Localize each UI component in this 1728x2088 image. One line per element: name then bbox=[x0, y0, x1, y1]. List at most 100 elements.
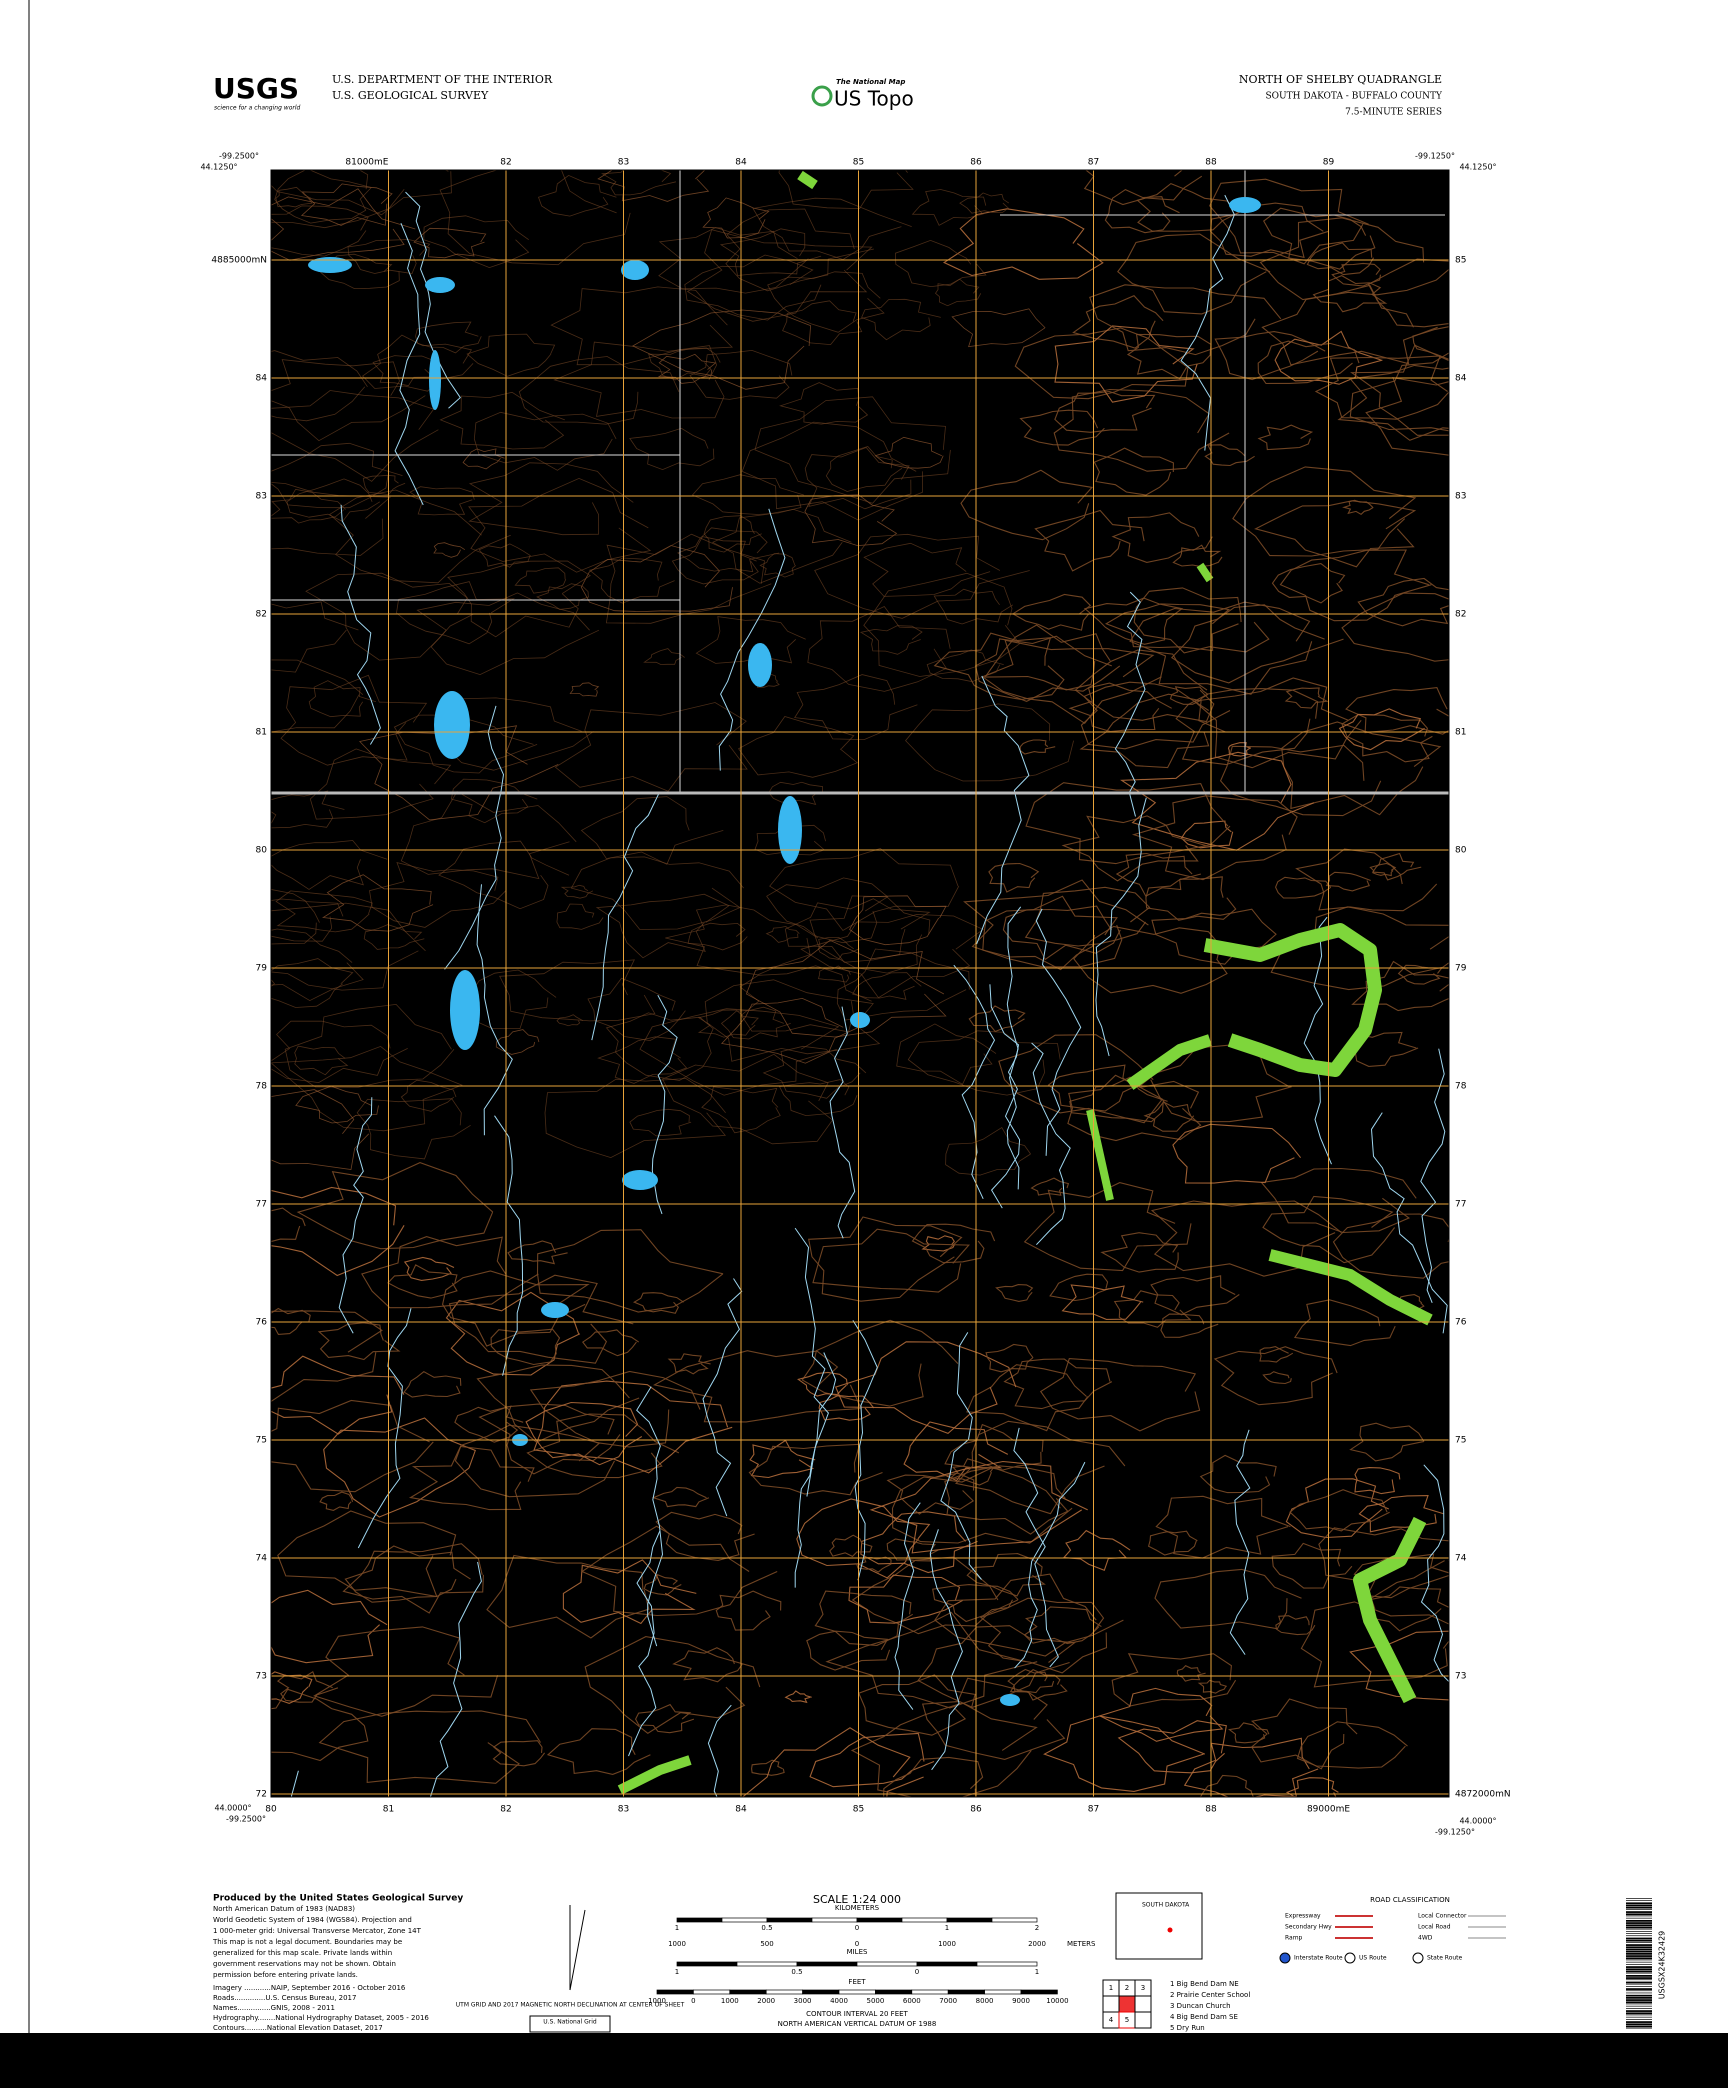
contour bbox=[686, 229, 873, 322]
barcode-bar bbox=[1626, 1926, 1652, 1929]
stream bbox=[989, 984, 1021, 1209]
contour bbox=[894, 239, 987, 288]
contour bbox=[363, 924, 425, 950]
contour bbox=[955, 1420, 1126, 1515]
label: 6000 bbox=[903, 1997, 921, 2005]
vegetation bbox=[1126, 1034, 1212, 1090]
contour bbox=[525, 1401, 643, 1466]
contour bbox=[1275, 876, 1332, 899]
barcode-bar bbox=[1626, 1964, 1652, 1965]
contour bbox=[1049, 1273, 1110, 1302]
water bbox=[425, 277, 455, 293]
contour bbox=[276, 1670, 339, 1703]
scale-bar bbox=[856, 1961, 918, 1967]
barcode-bar bbox=[1626, 1939, 1652, 1942]
contour bbox=[863, 542, 991, 597]
contour bbox=[808, 1216, 963, 1302]
contour bbox=[1054, 325, 1198, 403]
scale-bar bbox=[676, 1961, 738, 1967]
contour bbox=[652, 1350, 862, 1423]
label: SOUTH DAKOTA - BUFFALO COUNTY bbox=[1266, 92, 1444, 102]
label: 4885000mN bbox=[211, 256, 267, 266]
contour bbox=[869, 1460, 1088, 1554]
contour bbox=[588, 557, 675, 604]
contour bbox=[1306, 242, 1375, 276]
scale-bar bbox=[901, 1917, 948, 1923]
contour bbox=[907, 1030, 1061, 1096]
contour bbox=[361, 1236, 539, 1309]
contour bbox=[1150, 1200, 1342, 1277]
contour bbox=[1133, 587, 1270, 654]
contour bbox=[507, 1240, 568, 1265]
contour bbox=[342, 1543, 484, 1614]
contour bbox=[359, 725, 559, 821]
label: 44.1250° bbox=[1459, 163, 1496, 172]
barcode-bar bbox=[1626, 1913, 1652, 1916]
declination bbox=[569, 1909, 586, 1991]
contour bbox=[754, 824, 826, 856]
label: Names...............GNIS, 2008 - 2011 bbox=[213, 2004, 335, 2012]
contour bbox=[1337, 364, 1449, 441]
contour bbox=[657, 353, 717, 384]
stream bbox=[338, 1097, 373, 1334]
contour bbox=[294, 1045, 349, 1076]
label: Hydrography........National Hydrography … bbox=[213, 2014, 429, 2022]
vegetation bbox=[1353, 1516, 1427, 1704]
contour bbox=[702, 197, 770, 239]
label: 80 bbox=[256, 846, 268, 856]
contour bbox=[605, 533, 772, 624]
contour bbox=[684, 254, 822, 321]
contour bbox=[1143, 1101, 1195, 1132]
barcode-bar bbox=[1626, 1900, 1652, 1901]
scale-bar bbox=[875, 1989, 913, 1995]
barcode-bar bbox=[1626, 2021, 1652, 2023]
contour bbox=[1007, 1668, 1055, 1694]
contour bbox=[466, 333, 556, 377]
barcode-bar bbox=[1626, 1970, 1652, 1973]
label: KILOMETERS bbox=[835, 1904, 880, 1912]
scale-bar bbox=[811, 1917, 858, 1923]
contour bbox=[1104, 603, 1239, 652]
stream bbox=[702, 1278, 743, 1517]
label: 76 bbox=[256, 1318, 268, 1328]
contour bbox=[765, 925, 800, 943]
barcode-bar bbox=[1626, 1950, 1652, 1953]
label: U.S. National Grid bbox=[543, 2019, 597, 2026]
contour bbox=[415, 321, 482, 354]
barcode-bar bbox=[1626, 2016, 1652, 2018]
label: 7.5-MINUTE SERIES bbox=[1345, 108, 1442, 118]
contour bbox=[814, 1590, 913, 1646]
contour bbox=[1119, 751, 1315, 851]
contour bbox=[1030, 1177, 1070, 1196]
scale-bar bbox=[736, 1961, 798, 1967]
contour bbox=[951, 308, 1046, 348]
contour bbox=[834, 1341, 1017, 1435]
barcode-bar bbox=[1626, 1948, 1652, 1951]
contour bbox=[271, 1186, 405, 1277]
contour bbox=[271, 601, 359, 673]
label: 84 bbox=[256, 374, 268, 384]
contour bbox=[1111, 512, 1213, 563]
contour bbox=[741, 1727, 924, 1797]
stream bbox=[894, 1502, 921, 1710]
contour bbox=[271, 350, 368, 422]
contour bbox=[988, 862, 1040, 893]
contour bbox=[643, 648, 685, 665]
contour bbox=[318, 1710, 541, 1784]
contour bbox=[1193, 677, 1362, 769]
label: 85 bbox=[1455, 256, 1466, 266]
water bbox=[308, 257, 352, 273]
label: North American Datum of 1983 (NAD83) bbox=[213, 1905, 355, 1913]
contour bbox=[271, 1355, 405, 1435]
barcode-bar bbox=[1626, 2025, 1652, 2028]
contour bbox=[1172, 544, 1223, 568]
water bbox=[850, 1012, 870, 1028]
contour bbox=[605, 1012, 714, 1081]
scale-bar bbox=[721, 1917, 768, 1923]
label: Expressway bbox=[1285, 1913, 1321, 1920]
usng-box bbox=[529, 2015, 611, 2033]
contour bbox=[546, 1728, 651, 1775]
contour bbox=[486, 1554, 650, 1639]
contour bbox=[1300, 1601, 1449, 1688]
contour bbox=[784, 1690, 812, 1704]
